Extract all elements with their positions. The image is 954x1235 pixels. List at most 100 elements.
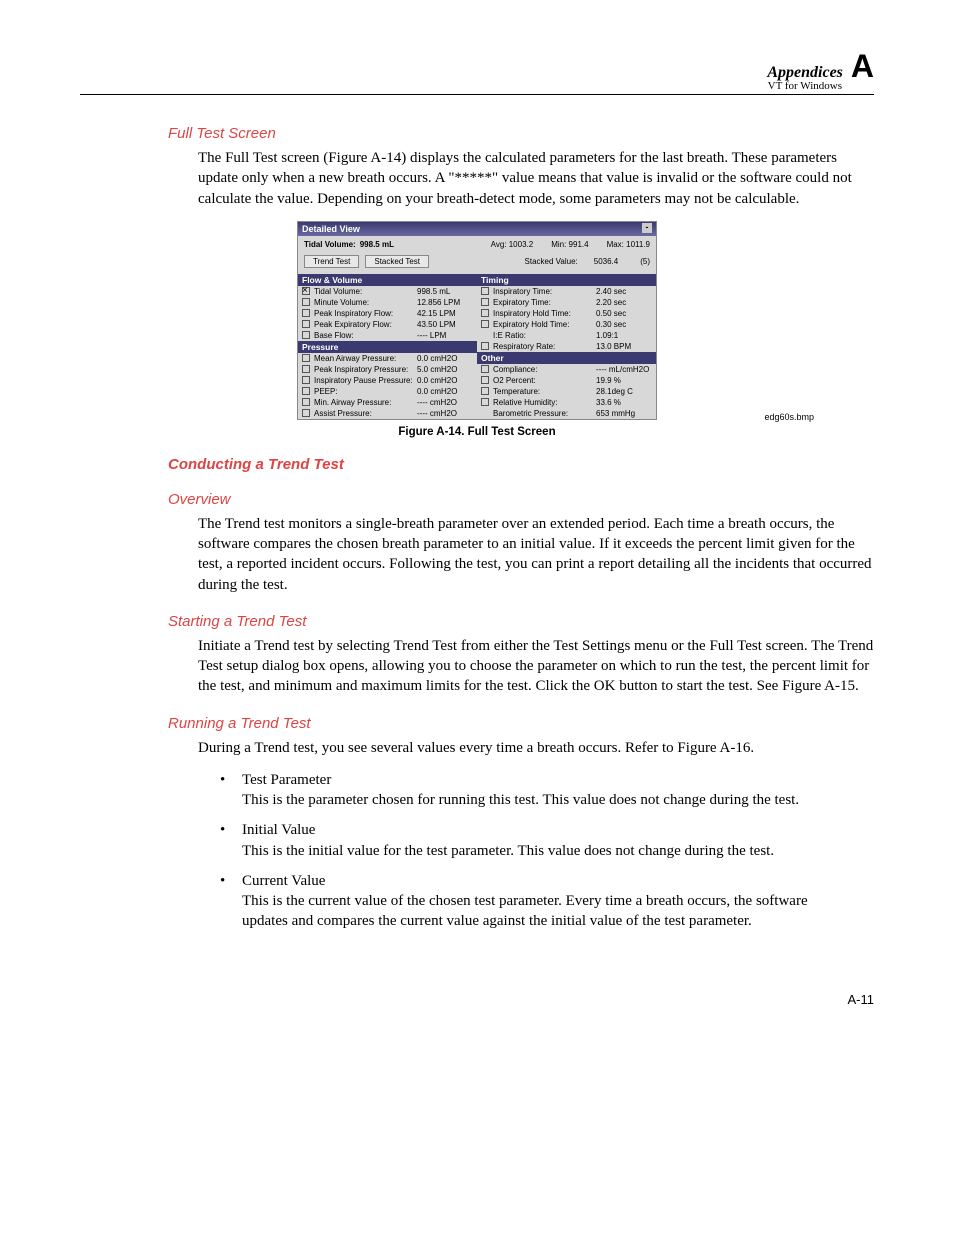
checkbox-icon[interactable] xyxy=(302,331,310,339)
row-label: Relative Humidity: xyxy=(493,398,596,407)
table-row: I:E Ratio:1.09:1 xyxy=(477,330,656,341)
max-value: Max: 1011.9 xyxy=(607,240,650,249)
section-starting-trend-test: Starting a Trend Test xyxy=(168,613,874,630)
row-value: 0.0 cmH2O xyxy=(417,376,473,385)
table-row: O2 Percent:19.9 % xyxy=(477,375,656,386)
row-label: Mean Airway Pressure: xyxy=(314,354,417,363)
row-value: 43.50 LPM xyxy=(417,320,473,329)
row-value: ---- cmH2O xyxy=(417,409,473,418)
checkbox-icon[interactable] xyxy=(302,365,310,373)
other-header: Other xyxy=(477,352,656,364)
stacked-count: (5) xyxy=(640,257,650,266)
row-value: 653 mmHg xyxy=(596,409,652,418)
section-overview: Overview xyxy=(168,491,874,508)
table-row: Temperature:28.1deg C xyxy=(477,386,656,397)
checkbox-icon[interactable] xyxy=(302,409,310,417)
table-row: Relative Humidity:33.6 % xyxy=(477,397,656,408)
row-value: 2.20 sec xyxy=(596,298,652,307)
row-label: Expiratory Time: xyxy=(493,298,596,307)
table-row: Compliance:---- mL/cmH2O xyxy=(477,364,656,375)
row-label: Base Flow: xyxy=(314,331,417,340)
row-value: 19.9 % xyxy=(596,376,652,385)
figure-a14: Detailed View - Tidal Volume: 998.5 mL A… xyxy=(80,221,874,438)
list-item: Initial ValueThis is the initial value f… xyxy=(220,820,814,861)
checkbox-icon[interactable] xyxy=(302,309,310,317)
checkbox-icon[interactable] xyxy=(481,298,489,306)
checkbox-icon[interactable] xyxy=(302,320,310,328)
table-row: Min. Airway Pressure:---- cmH2O xyxy=(298,397,477,408)
right-column: Timing Inspiratory Time:2.40 secExpirato… xyxy=(477,274,656,419)
tidal-volume-label: Tidal Volume: xyxy=(304,240,356,249)
row-value: 42.15 LPM xyxy=(417,309,473,318)
list-item: Test ParameterThis is the parameter chos… xyxy=(220,770,814,811)
row-value: ---- mL/cmH2O xyxy=(596,365,652,374)
row-label: Tidal Volume: xyxy=(314,287,417,296)
row-label: Peak Inspiratory Flow: xyxy=(314,309,417,318)
stacked-value: 5036.4 xyxy=(594,257,618,266)
row-value: 0.0 cmH2O xyxy=(417,387,473,396)
row-value: 1.09:1 xyxy=(596,331,652,340)
row-label: I:E Ratio: xyxy=(493,331,596,340)
row-label: Assist Pressure: xyxy=(314,409,417,418)
checkbox-icon[interactable] xyxy=(302,387,310,395)
checkbox-icon[interactable] xyxy=(481,287,489,295)
checkbox-icon[interactable] xyxy=(481,320,489,328)
running-trend-text: During a Trend test, you see several val… xyxy=(198,738,874,758)
row-value: 998.5 mL xyxy=(417,287,473,296)
table-row: Inspiratory Hold Time:0.50 sec xyxy=(477,308,656,319)
checkbox-icon[interactable] xyxy=(481,387,489,395)
left-column: Flow & Volume Tidal Volume:998.5 mLMinut… xyxy=(298,274,477,419)
bullet-heading: Current Value xyxy=(242,871,814,891)
checkbox-icon[interactable] xyxy=(302,398,310,406)
table-row: Tidal Volume:998.5 mL xyxy=(298,286,477,297)
summary-row: Tidal Volume: 998.5 mL Avg: 1003.2 Min: … xyxy=(298,236,656,253)
section-conducting-trend-test: Conducting a Trend Test xyxy=(168,456,874,473)
header-letter: A xyxy=(851,50,874,82)
table-row: Inspiratory Pause Pressure:0.0 cmH2O xyxy=(298,375,477,386)
row-value: 28.1deg C xyxy=(596,387,652,396)
minimize-icon[interactable]: - xyxy=(642,223,652,233)
section-running-trend-test: Running a Trend Test xyxy=(168,715,874,732)
row-label: Minute Volume: xyxy=(314,298,417,307)
checkbox-icon[interactable] xyxy=(302,354,310,362)
row-label: Respiratory Rate: xyxy=(493,342,596,351)
row-value: ---- LPM xyxy=(417,331,473,340)
row-label: Expiratory Hold Time: xyxy=(493,320,596,329)
table-row: Peak Expiratory Flow:43.50 LPM xyxy=(298,319,477,330)
row-label: Inspiratory Hold Time: xyxy=(493,309,596,318)
row-value: 5.0 cmH2O xyxy=(417,365,473,374)
table-row: Mean Airway Pressure:0.0 cmH2O xyxy=(298,353,477,364)
full-test-screen-text: The Full Test screen (Figure A-14) displ… xyxy=(198,148,874,209)
section-full-test-screen: Full Test Screen xyxy=(168,125,874,142)
row-value: 0.30 sec xyxy=(596,320,652,329)
row-value: 12.856 LPM xyxy=(417,298,473,307)
row-label: O2 Percent: xyxy=(493,376,596,385)
table-row: Inspiratory Time:2.40 sec xyxy=(477,286,656,297)
table-row: Barometric Pressure:653 mmHg xyxy=(477,408,656,419)
bullet-text: This is the initial value for the test p… xyxy=(242,841,814,861)
flow-volume-header: Flow & Volume xyxy=(298,274,477,286)
checkbox-icon[interactable] xyxy=(481,309,489,317)
checkbox-icon[interactable] xyxy=(481,398,489,406)
checkbox-icon[interactable] xyxy=(481,365,489,373)
checkbox-icon[interactable] xyxy=(302,287,310,295)
stacked-test-button[interactable]: Stacked Test xyxy=(365,255,429,268)
stacked-value-label: Stacked Value: xyxy=(525,257,578,266)
row-label: Barometric Pressure: xyxy=(493,409,596,418)
page-header: Appendices A VT for Windows xyxy=(80,50,874,95)
checkbox-icon[interactable] xyxy=(481,376,489,384)
bullet-text: This is the current value of the chosen … xyxy=(242,891,814,932)
row-value: 13.0 BPM xyxy=(596,342,652,351)
row-value: 2.40 sec xyxy=(596,287,652,296)
table-row: Peak Inspiratory Pressure:5.0 cmH2O xyxy=(298,364,477,375)
checkbox-icon[interactable] xyxy=(302,376,310,384)
checkbox-icon[interactable] xyxy=(481,342,489,350)
checkbox-icon[interactable] xyxy=(302,298,310,306)
button-row: Trend Test Stacked Test Stacked Value: 5… xyxy=(298,253,656,274)
bullet-heading: Initial Value xyxy=(242,820,814,840)
header-subtitle: VT for Windows xyxy=(80,80,842,92)
trend-test-button[interactable]: Trend Test xyxy=(304,255,359,268)
min-value: Min: 991.4 xyxy=(551,240,588,249)
row-value: 33.6 % xyxy=(596,398,652,407)
row-value: 0.0 cmH2O xyxy=(417,354,473,363)
